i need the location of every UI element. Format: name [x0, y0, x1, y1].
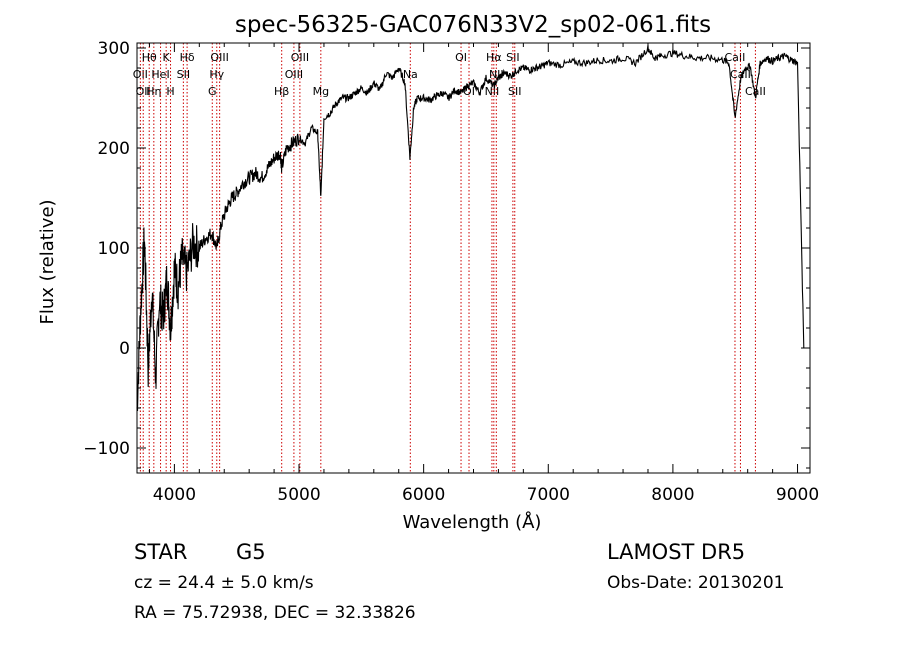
line-label-6: H: [166, 85, 174, 98]
line-label-0: OII: [133, 68, 148, 81]
y-tick-label: 300: [98, 39, 130, 59]
line-label-23: SII: [508, 85, 521, 98]
x-tick-label: 7000: [527, 485, 570, 505]
line-label-20: Hα: [486, 51, 502, 64]
line-label-25: CaII: [730, 68, 751, 81]
line-label-7: SII: [177, 68, 190, 81]
x-tick-label: 6000: [402, 485, 445, 505]
subclass: G5: [236, 540, 266, 564]
chart-title: spec-56325-GAC076N33V2_sp02-061.fits: [235, 12, 711, 38]
line-label-15: Mg: [313, 85, 329, 98]
line-label-16: Na: [403, 68, 418, 81]
plot-axes: [136, 42, 811, 474]
spectral-line-markers: OIIOIIHθHηHeIKHSIIHδGHγOIIIHβOIIIOIIIMgN…: [133, 43, 766, 473]
line-label-4: HeI: [151, 68, 169, 81]
spectrum-series: [136, 45, 805, 412]
line-label-3: Hη: [146, 85, 161, 98]
line-label-13: OIII: [285, 68, 303, 81]
line-label-17: OI: [455, 51, 467, 64]
x-tick-label: 9000: [776, 485, 819, 505]
line-label-18: OI: [463, 85, 475, 98]
line-label-14: OIII: [291, 51, 309, 64]
y-tick-label: 100: [98, 239, 130, 259]
object-class: STAR: [134, 540, 188, 564]
y-tick-label: −100: [83, 439, 130, 459]
observation-date: Obs-Date: 20130201: [607, 573, 785, 593]
y-tick-label: 200: [98, 139, 130, 159]
x-axis-label: Wavelength (Å): [403, 511, 542, 533]
line-label-10: Hγ: [209, 68, 224, 81]
y-tick-label: 0: [119, 339, 130, 359]
line-label-12: Hβ: [274, 85, 289, 98]
x-tick-label: 4000: [153, 485, 196, 505]
line-label-8: Hδ: [180, 51, 195, 64]
line-label-11: OIII: [210, 51, 228, 64]
coordinates: RA = 75.72938, DEC = 32.33826: [134, 603, 416, 623]
x-tick-label: 8000: [651, 485, 694, 505]
line-label-5: K: [163, 51, 171, 64]
y-axis-label: Flux (relative): [37, 199, 58, 324]
line-label-19: NII: [485, 85, 500, 98]
tick-labels: 4000 5000 6000 7000 8000 9000 −100 0 100 200 300: [83, 39, 819, 505]
x-tick-label: 5000: [277, 485, 320, 505]
plot-frame: [136, 42, 811, 474]
line-label-9: G: [208, 85, 217, 98]
redshift-velocity: cz = 24.4 ± 5.0 km/s: [134, 573, 314, 593]
line-label-26: CaII: [745, 85, 766, 98]
spectrum-line: [136, 45, 805, 412]
line-label-22: SII: [506, 51, 519, 64]
survey-name: LAMOST DR5: [607, 540, 746, 564]
line-label-2: Hθ: [142, 51, 157, 64]
